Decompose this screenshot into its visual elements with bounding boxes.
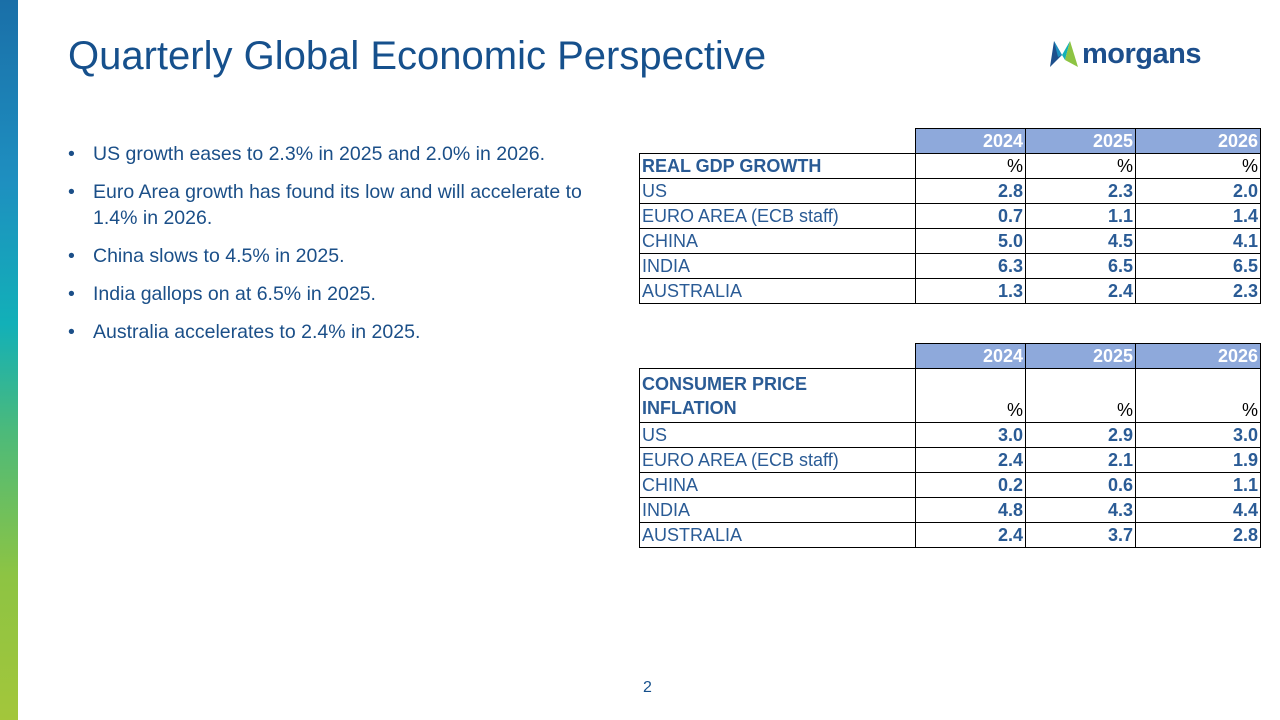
bullet-list: US growth eases to 2.3% in 2025 and 2.0%… [68,141,598,357]
bullet-item: China slows to 4.5% in 2025. [68,243,598,269]
table-units-row: REAL GDP GROWTH % % % [639,153,1261,179]
value-cell: 4.5 [1025,228,1136,254]
value-cell: 1.1 [1135,472,1261,498]
year-header: 2026 [1135,128,1261,154]
row-label: CHINA [639,472,916,498]
page-number: 2 [643,679,652,696]
table-row: EURO AREA (ECB staff) 2.4 2.1 1.9 [639,447,1261,473]
bullet-item: US growth eases to 2.3% in 2025 and 2.0%… [68,141,598,167]
table-row: US 2.8 2.3 2.0 [639,178,1261,204]
table-heading: REAL GDP GROWTH [639,153,916,179]
table-heading-line: INFLATION [642,397,737,418]
year-header: 2024 [915,343,1026,369]
value-cell: 2.4 [915,447,1026,473]
value-cell: 1.1 [1025,203,1136,229]
value-cell: 4.3 [1025,497,1136,523]
cpi-inflation-table: 2024 2025 2026 CONSUMER PRICE INFLATION %… [639,343,1261,548]
value-cell: 4.8 [915,497,1026,523]
value-cell: 6.3 [915,253,1026,279]
value-cell: 3.0 [915,422,1026,448]
table-row: US 3.0 2.9 3.0 [639,422,1261,448]
row-label: INDIA [639,253,916,279]
unit-cell: % [1135,153,1261,179]
table-row: INDIA 6.3 6.5 6.5 [639,253,1261,279]
table-header-row: 2024 2025 2026 [639,343,1261,369]
year-header: 2025 [1025,343,1136,369]
bullet-item: Australia accelerates to 2.4% in 2025. [68,319,598,345]
bullet-item: India gallops on at 6.5% in 2025. [68,281,598,307]
unit-cell: % [1025,368,1136,423]
value-cell: 2.0 [1135,178,1261,204]
bullet-item: Euro Area growth has found its low and w… [68,179,598,231]
logo-wordmark: morgans [1082,37,1201,70]
value-cell: 6.5 [1025,253,1136,279]
value-cell: 4.4 [1135,497,1261,523]
morgans-m-icon [1050,41,1078,67]
unit-cell: % [915,368,1026,423]
value-cell: 2.4 [915,522,1026,548]
year-header: 2024 [915,128,1026,154]
value-cell: 2.3 [1135,278,1261,304]
table-row: AUSTRALIA 1.3 2.4 2.3 [639,278,1261,304]
row-label: US [639,422,916,448]
value-cell: 2.3 [1025,178,1136,204]
row-label: EURO AREA (ECB staff) [639,203,916,229]
table-row: EURO AREA (ECB staff) 0.7 1.1 1.4 [639,203,1261,229]
value-cell: 0.6 [1025,472,1136,498]
value-cell: 3.7 [1025,522,1136,548]
table-row: AUSTRALIA 2.4 3.7 2.8 [639,522,1261,548]
value-cell: 0.2 [915,472,1026,498]
row-label: INDIA [639,497,916,523]
table-units-row: CONSUMER PRICE INFLATION % % % [639,368,1261,423]
value-cell: 6.5 [1135,253,1261,279]
row-label: US [639,178,916,204]
morgans-logo: morgans [1050,34,1201,74]
value-cell: 1.3 [915,278,1026,304]
value-cell: 1.9 [1135,447,1261,473]
value-cell: 2.9 [1025,422,1136,448]
value-cell: 5.0 [915,228,1026,254]
table-row: CHINA 5.0 4.5 4.1 [639,228,1261,254]
table-header-row: 2024 2025 2026 [639,128,1261,154]
slide-title: Quarterly Global Economic Perspective [68,34,767,78]
value-cell: 2.8 [915,178,1026,204]
table-row: INDIA 4.8 4.3 4.4 [639,497,1261,523]
table-row: CHINA 0.2 0.6 1.1 [639,472,1261,498]
row-label: EURO AREA (ECB staff) [639,447,916,473]
row-label: AUSTRALIA [639,522,916,548]
value-cell: 4.1 [1135,228,1261,254]
unit-cell: % [1135,368,1261,423]
value-cell: 0.7 [915,203,1026,229]
value-cell: 1.4 [1135,203,1261,229]
sidebar-gradient-bar [0,0,18,720]
table-heading: CONSUMER PRICE INFLATION [639,368,916,423]
row-label: CHINA [639,228,916,254]
value-cell: 2.4 [1025,278,1136,304]
value-cell: 3.0 [1135,422,1261,448]
value-cell: 2.8 [1135,522,1261,548]
gdp-growth-table: 2024 2025 2026 REAL GDP GROWTH % % % US … [639,128,1261,304]
unit-cell: % [1025,153,1136,179]
year-header: 2025 [1025,128,1136,154]
year-header: 2026 [1135,343,1261,369]
unit-cell: % [915,153,1026,179]
table-heading-line: CONSUMER PRICE [642,373,808,394]
row-label: AUSTRALIA [639,278,916,304]
value-cell: 2.1 [1025,447,1136,473]
